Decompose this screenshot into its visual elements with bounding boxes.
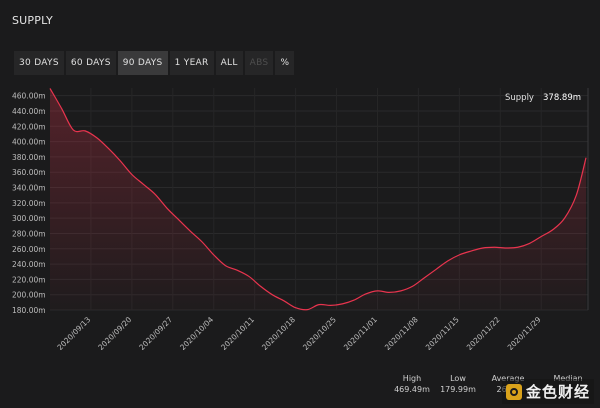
range-1-year-button[interactable]: 1 YEAR	[169, 51, 214, 75]
stat-low-value: 179.99m	[440, 385, 476, 394]
y-tick-label: 200.00m	[12, 291, 46, 300]
range-60-days-button[interactable]: 60 DAYS	[65, 51, 116, 75]
y-tick-label: 300.00m	[12, 214, 46, 223]
y-tick-label: 240.00m	[12, 260, 46, 269]
page-title: SUPPLY	[12, 14, 53, 27]
y-tick-label: 420.00m	[12, 122, 46, 131]
current-series-label: Supply	[505, 93, 534, 103]
range-90-days-button[interactable]: 90 DAYS	[117, 51, 168, 75]
stat-low-label: Low	[450, 374, 466, 383]
x-tick-label: 2020/10/11	[219, 315, 256, 350]
stat-median-label: Median	[546, 374, 590, 384]
x-tick-label: 2020/09/27	[137, 315, 174, 350]
time-range-selector: 30 DAYS 60 DAYS 90 DAYS 1 YEAR ALL ABS %	[14, 51, 296, 75]
supply-chart[interactable]: 460.00m 440.00m 420.00m 400.00m 380.00m 360.0…	[0, 80, 600, 352]
absolute-mode-button[interactable]: ABS	[244, 51, 274, 75]
stat-high: High 469.49m	[392, 374, 432, 395]
y-tick-label: 340.00m	[12, 184, 46, 193]
supply-chart-svg: 460.00m 440.00m 420.00m 400.00m 380.00m 360.0…	[12, 88, 589, 352]
watermark-text: 金色财经	[525, 383, 590, 401]
y-tick-label: 360.00m	[12, 168, 46, 177]
supply-line	[49, 88, 587, 311]
stat-average-label: Average	[488, 374, 528, 384]
x-tick-label: 2020/11/08	[383, 315, 420, 350]
y-tick-label: 260.00m	[12, 245, 46, 254]
watermark: 金色财经	[501, 379, 594, 404]
x-tick-label: 2020/10/25	[301, 315, 338, 350]
percent-mode-button[interactable]: %	[275, 51, 295, 75]
y-tick-label: 280.00m	[12, 229, 46, 238]
y-tick-label: 400.00m	[12, 138, 46, 147]
y-tick-label: 440.00m	[12, 107, 46, 116]
y-tick-label: 180.00m	[12, 306, 46, 315]
x-tick-label: 2020/11/15	[424, 315, 461, 350]
y-tick-label: 380.00m	[12, 153, 46, 162]
range-30-days-button[interactable]: 30 DAYS	[14, 51, 64, 75]
range-all-button[interactable]: ALL	[215, 51, 243, 75]
x-tick-label: 2020/11/22	[465, 315, 502, 350]
x-tick-label: 2020/11/29	[506, 315, 543, 350]
supply-area	[50, 88, 586, 310]
jinse-logo-icon	[505, 383, 522, 400]
x-tick-label: 2020/11/01	[342, 315, 379, 350]
x-tick-label: 2020/09/20	[96, 315, 133, 350]
current-series-value: 378.89m	[543, 93, 581, 103]
y-tick-label: 460.00m	[12, 92, 46, 101]
x-tick-label: 2020/09/13	[55, 315, 92, 350]
x-tick-label: 2020/10/04	[178, 315, 215, 350]
stat-low: Low 179.99m	[438, 374, 478, 395]
y-tick-label: 320.00m	[12, 199, 46, 208]
stat-high-value: 469.49m	[394, 385, 430, 394]
stat-high-label: High	[402, 374, 422, 383]
y-tick-label: 220.00m	[12, 275, 46, 284]
x-tick-label: 2020/10/18	[260, 315, 297, 350]
